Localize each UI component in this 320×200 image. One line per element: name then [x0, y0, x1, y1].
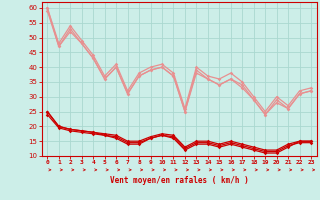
- X-axis label: Vent moyen/en rafales ( km/h ): Vent moyen/en rafales ( km/h ): [110, 176, 249, 185]
